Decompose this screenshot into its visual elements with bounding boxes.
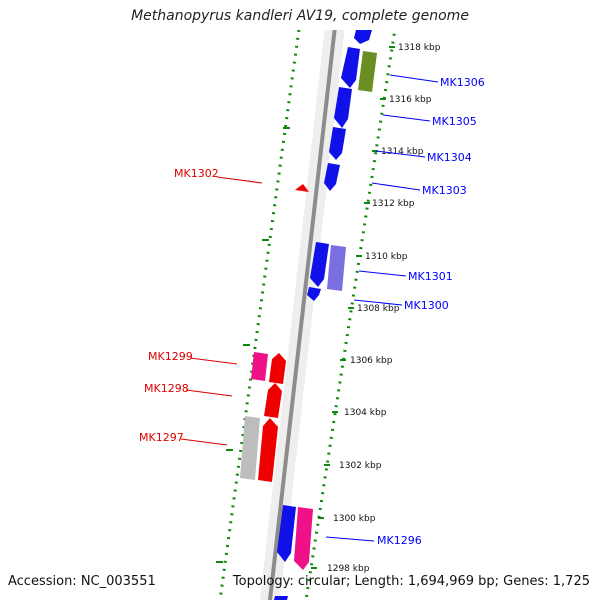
gene-label-mk1300[interactable]: MK1300: [404, 299, 449, 312]
gene-label-mk1305[interactable]: MK1305: [432, 115, 477, 128]
reverse-strand-features: [240, 184, 309, 482]
gene-mk1296-arrow[interactable]: [277, 505, 296, 562]
gene-mk1297-arrow[interactable]: [258, 418, 278, 482]
forward-strand-features: [274, 30, 377, 600]
genome-backbone: [268, 30, 337, 600]
gene-olive-feature[interactable]: [358, 51, 377, 92]
gene-label-mk1301[interactable]: MK1301: [408, 270, 453, 283]
inner-dotted-ring: [304, 30, 397, 600]
gene-mk1298-arrow[interactable]: [264, 383, 282, 418]
gene-mk1299-arrow[interactable]: [269, 353, 286, 384]
gene-label-mk1304[interactable]: MK1304: [427, 151, 472, 164]
tick-label: 1304 kbp: [344, 408, 387, 418]
tick-label: 1310 kbp: [365, 252, 408, 262]
gene-label-mk1302[interactable]: MK1302: [174, 167, 219, 180]
scale-ticks: [311, 46, 395, 569]
gene-label-mk1303[interactable]: MK1303: [422, 184, 467, 197]
gene-mk1304-arrow[interactable]: [329, 127, 346, 160]
accession-text: Accession: NC_003551: [8, 574, 156, 589]
tick-label: 1314 kbp: [381, 147, 424, 157]
gene-label-mk1299[interactable]: MK1299: [148, 350, 193, 363]
gene-label-mk1306[interactable]: MK1306: [440, 76, 485, 89]
tick-label: 1316 kbp: [389, 95, 432, 105]
genome-summary-text: Topology: circular; Length: 1,694,969 bp…: [232, 574, 590, 589]
tick-label: 1306 kbp: [350, 356, 393, 366]
tick-label: 1300 kbp: [333, 514, 376, 524]
tick-label: 1308 kbp: [357, 304, 400, 314]
gene-label-mk1296[interactable]: MK1296: [377, 534, 422, 547]
map-title: Methanopyrus kandleri AV19, complete gen…: [131, 8, 469, 24]
tick-label: 1298 kbp: [327, 564, 370, 574]
gene-mk1300-arrow[interactable]: [307, 287, 321, 301]
tick-label: 1302 kbp: [339, 461, 382, 471]
tick-label: 1318 kbp: [398, 43, 441, 53]
gene-mk1302-arrow[interactable]: [295, 184, 309, 192]
gene-mk1299-pink[interactable]: [251, 352, 268, 381]
gene-partial-top[interactable]: [354, 30, 372, 44]
gene-partial-bottom[interactable]: [274, 596, 288, 600]
gene-mk1306-arrow[interactable]: [341, 47, 360, 88]
gene-mk1303-arrow[interactable]: [324, 163, 340, 191]
gene-lavender-feature[interactable]: [327, 245, 346, 291]
gene-label-mk1298[interactable]: MK1298: [144, 382, 189, 395]
gene-mk1305-arrow[interactable]: [334, 87, 352, 128]
scale-tick-labels: 1318 kbp 1316 kbp 1314 kbp 1312 kbp 1310…: [327, 43, 441, 574]
gene-mk1301-arrow[interactable]: [310, 242, 329, 287]
tick-label: 1312 kbp: [372, 199, 415, 209]
outer-ring-ticks: [216, 127, 290, 563]
gene-labels: MK1306 MK1305 MK1304 MK1303 MK1302 MK130…: [139, 76, 485, 547]
gene-label-mk1297[interactable]: MK1297: [139, 431, 184, 444]
outer-dotted-ring: [218, 30, 301, 600]
label-leaders: [180, 74, 439, 542]
gene-pink-feature[interactable]: [294, 507, 313, 570]
gene-mk1297-grey[interactable]: [240, 416, 260, 480]
